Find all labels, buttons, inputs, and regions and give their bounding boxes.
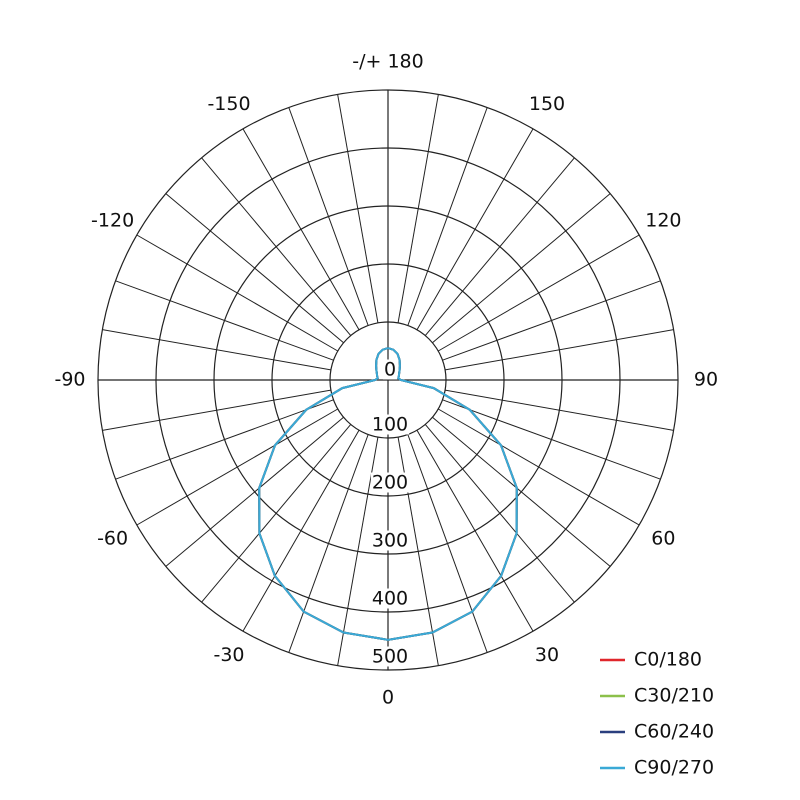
- label-background: [370, 588, 410, 609]
- ring-grid-line: [155, 147, 621, 613]
- ring-grid-line: [271, 263, 505, 497]
- ring-tick-label: 0: [384, 359, 396, 381]
- label-background: [370, 414, 410, 435]
- angle-tick-label: 60: [651, 528, 675, 550]
- angle-tick-label: 90: [694, 369, 718, 391]
- angle-tick-label: 120: [645, 210, 681, 232]
- ring-tick-label: 100: [372, 414, 408, 436]
- angle-tick-label: 0: [382, 687, 394, 709]
- legend-label: C0/180: [634, 649, 702, 671]
- ring-grid-line: [97, 89, 679, 671]
- label-background: [370, 472, 410, 493]
- label-background: [370, 530, 410, 551]
- ring-tick-label: 300: [372, 530, 408, 552]
- legend-label: C60/240: [634, 721, 714, 743]
- legend-label: C90/270: [634, 757, 714, 779]
- ring-grid-line: [329, 321, 447, 439]
- angle-tick-label: 30: [535, 644, 559, 666]
- series-line: [258, 347, 518, 641]
- angle-tick-label: -60: [97, 528, 128, 550]
- angle-tick-label: -120: [91, 210, 134, 232]
- ring-tick-label: 400: [372, 588, 408, 610]
- angle-tick-label: 150: [529, 93, 565, 115]
- angle-tick-label: -30: [213, 644, 244, 666]
- angle-tick-label: -/+ 180: [352, 51, 423, 73]
- angle-tick-label: -150: [207, 93, 250, 115]
- label-background: [382, 359, 398, 380]
- ring-tick-label: 500: [372, 646, 408, 668]
- ring-grid-line: [213, 205, 563, 555]
- ring-tick-label: 200: [372, 472, 408, 494]
- legend-label: C30/210: [634, 685, 714, 707]
- label-background: [370, 646, 410, 667]
- angle-tick-label: -90: [54, 369, 85, 391]
